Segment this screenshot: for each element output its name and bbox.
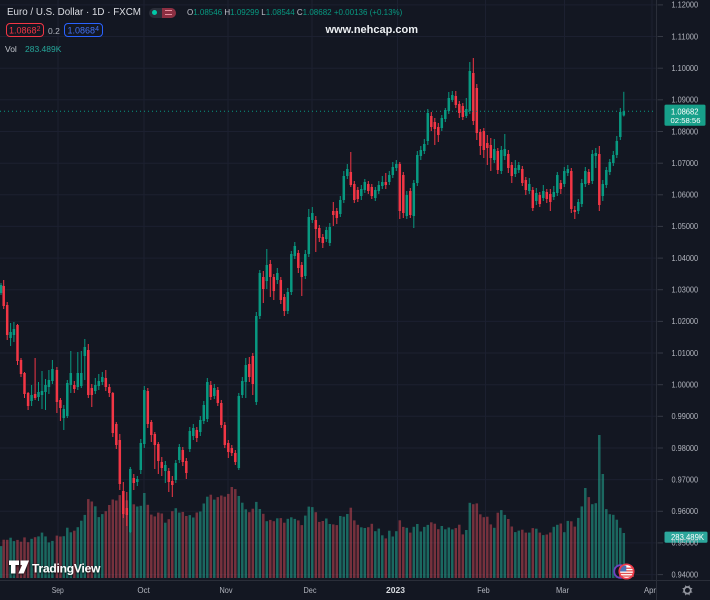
svg-text:0.99000: 0.99000 [672,412,699,421]
svg-text:1.03000: 1.03000 [672,286,699,295]
svg-text:1.08682: 1.08682 [671,108,699,117]
svg-text:Feb: Feb [477,585,490,595]
svg-text:2023: 2023 [386,585,405,595]
svg-text:0.95000: 0.95000 [672,539,699,548]
svg-text:0.96000: 0.96000 [672,507,699,516]
svg-text:Nov: Nov [220,585,234,595]
svg-text:1.12000: 1.12000 [672,1,699,10]
svg-text:1.09000: 1.09000 [672,96,699,105]
svg-text:1.11000: 1.11000 [672,32,699,41]
svg-text:1.01000: 1.01000 [672,349,699,358]
svg-text:Sep: Sep [52,585,64,595]
svg-text:Mar: Mar [556,585,569,595]
svg-text:1.07000: 1.07000 [672,159,699,168]
svg-text:Apr: Apr [644,585,656,595]
svg-text:1.00000: 1.00000 [672,381,699,390]
svg-text:1.08000: 1.08000 [672,127,699,136]
svg-text:283.489K: 283.489K [671,533,705,542]
svg-text:1.04000: 1.04000 [672,254,699,263]
svg-text:1.10000: 1.10000 [672,64,699,73]
svg-text:1.05000: 1.05000 [672,222,699,231]
svg-text:Dec: Dec [304,585,318,595]
svg-text:Oct: Oct [137,585,150,595]
svg-text:0.94000: 0.94000 [672,570,699,579]
svg-text:1.06000: 1.06000 [672,191,699,200]
svg-text:02:58:56: 02:58:56 [671,116,701,125]
svg-text:0.97000: 0.97000 [672,475,699,484]
svg-text:1.02000: 1.02000 [672,317,699,326]
svg-text:0.98000: 0.98000 [672,444,699,453]
svg-text:TradingView: TradingView [32,561,101,575]
